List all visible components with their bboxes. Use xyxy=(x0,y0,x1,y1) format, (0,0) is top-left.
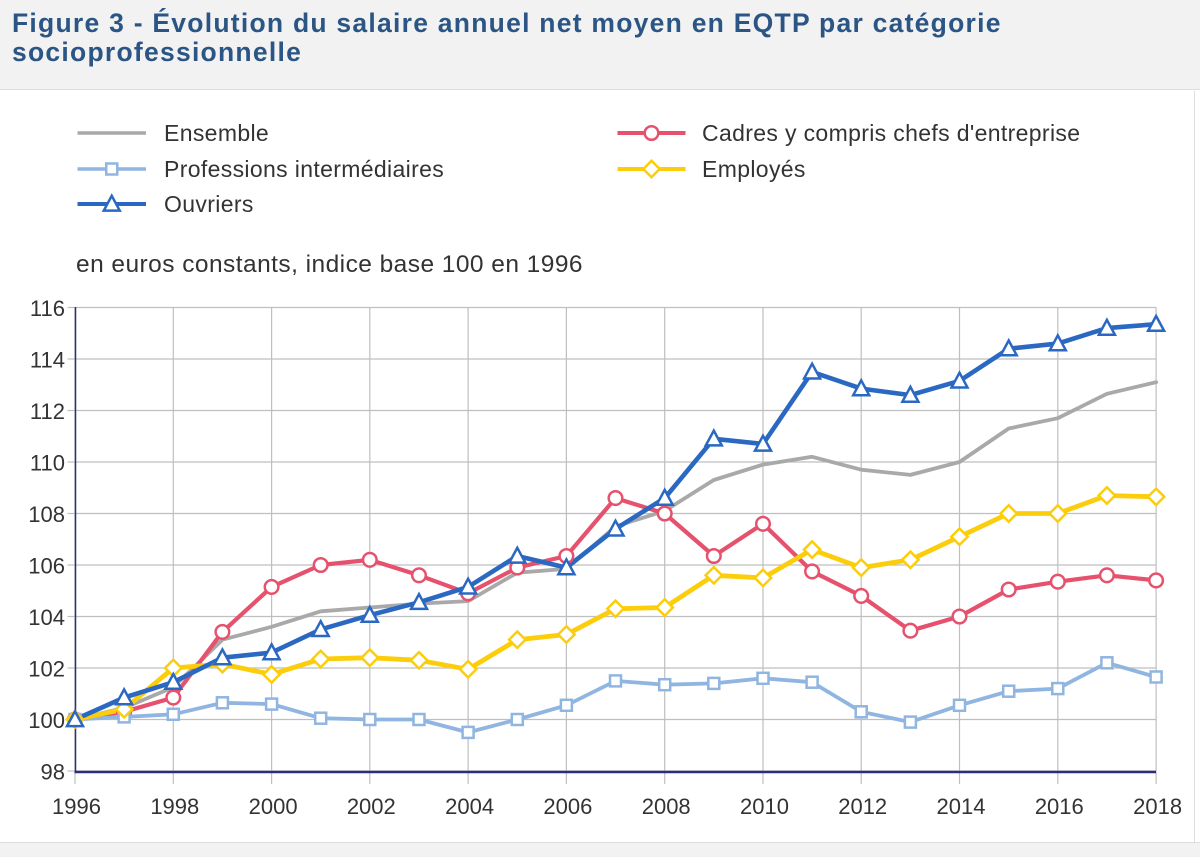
svg-text:1998: 1998 xyxy=(150,794,199,819)
svg-text:116: 116 xyxy=(30,296,65,321)
svg-text:114: 114 xyxy=(30,348,65,373)
svg-text:Ensemble: Ensemble xyxy=(164,120,269,146)
svg-text:2016: 2016 xyxy=(1035,794,1084,819)
svg-text:2002: 2002 xyxy=(347,794,396,819)
svg-text:2000: 2000 xyxy=(249,794,298,819)
svg-text:Ouvriers: Ouvriers xyxy=(164,191,254,217)
svg-text:108: 108 xyxy=(28,502,65,527)
svg-text:2010: 2010 xyxy=(740,794,789,819)
svg-text:110: 110 xyxy=(30,451,65,476)
svg-text:Cadres y compris chefs d'entre: Cadres y compris chefs d'entreprise xyxy=(702,120,1080,146)
svg-text:2018: 2018 xyxy=(1133,794,1182,819)
svg-text:102: 102 xyxy=(28,657,65,682)
svg-text:2014: 2014 xyxy=(937,794,986,819)
svg-text:en euros constants, indice bas: en euros constants, indice base 100 en 1… xyxy=(76,251,583,278)
svg-text:2012: 2012 xyxy=(838,794,887,819)
svg-text:2008: 2008 xyxy=(642,794,691,819)
svg-text:106: 106 xyxy=(28,554,65,579)
svg-text:100: 100 xyxy=(28,708,65,733)
svg-text:Employés: Employés xyxy=(702,156,806,182)
svg-text:104: 104 xyxy=(28,605,65,630)
svg-text:112: 112 xyxy=(30,399,65,424)
svg-text:2006: 2006 xyxy=(543,794,592,819)
svg-text:98: 98 xyxy=(41,760,65,785)
svg-text:Professions intermédiaires: Professions intermédiaires xyxy=(164,156,444,182)
svg-text:1996: 1996 xyxy=(52,794,101,819)
svg-text:2004: 2004 xyxy=(445,794,494,819)
